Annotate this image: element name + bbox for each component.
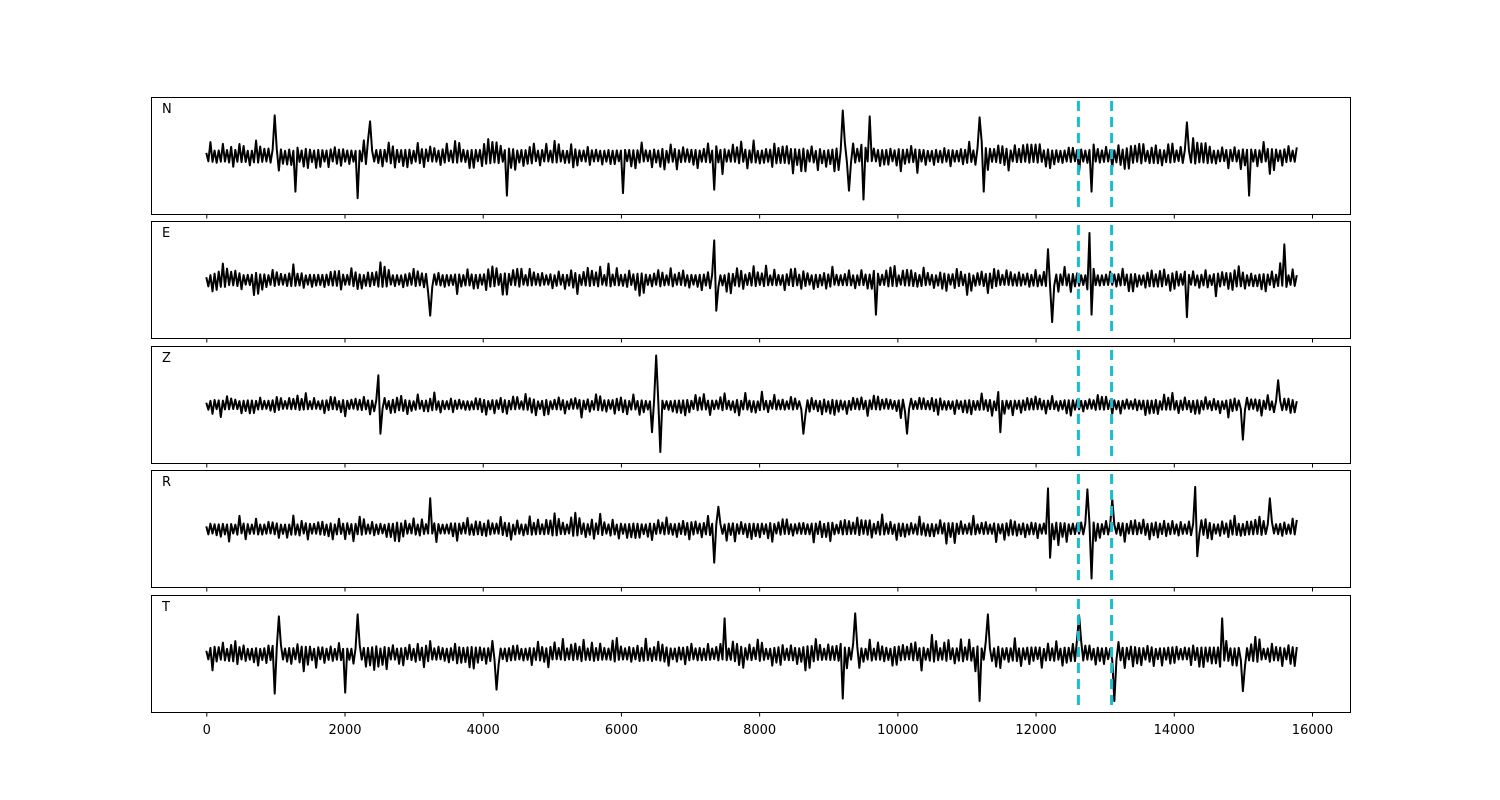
panel-frame	[151, 97, 1351, 215]
panel-n: N	[151, 97, 1351, 219]
panel-label: N	[162, 102, 172, 117]
x-tick-label: 2000	[328, 723, 361, 738]
waveform-line	[205, 231, 1298, 324]
panel-z: Z	[151, 346, 1351, 468]
panels-layer: N E Z R T	[151, 97, 1351, 717]
x-tick-label: 12000	[1015, 723, 1056, 738]
x-tick-label: 0	[203, 723, 211, 738]
panel-label: E	[162, 226, 170, 241]
panel-e: E	[151, 221, 1351, 343]
x-tick-label: 8000	[743, 723, 776, 738]
waveform-line	[205, 354, 1298, 454]
panel-frame	[151, 595, 1351, 713]
waveform-line	[205, 109, 1298, 201]
panel-frame	[151, 346, 1351, 464]
x-tick-label: 6000	[605, 723, 638, 738]
waveform-line	[205, 485, 1298, 580]
panel-label: Z	[162, 351, 171, 366]
x-tick-label: 10000	[877, 723, 918, 738]
x-tick-label: 4000	[467, 723, 500, 738]
panel-t: T	[151, 595, 1351, 717]
x-axis: 0 2000 4000 6000 8000 10000 12000 14000 16000	[203, 723, 1334, 738]
panel-frame	[151, 470, 1351, 588]
panel-r: R	[151, 470, 1351, 592]
panel-frame	[151, 221, 1351, 339]
panel-label: R	[162, 475, 171, 490]
x-tick-label: 14000	[1154, 723, 1195, 738]
panel-label: T	[161, 600, 170, 615]
x-tick-label: 16000	[1292, 723, 1333, 738]
waveform-line	[205, 612, 1298, 703]
